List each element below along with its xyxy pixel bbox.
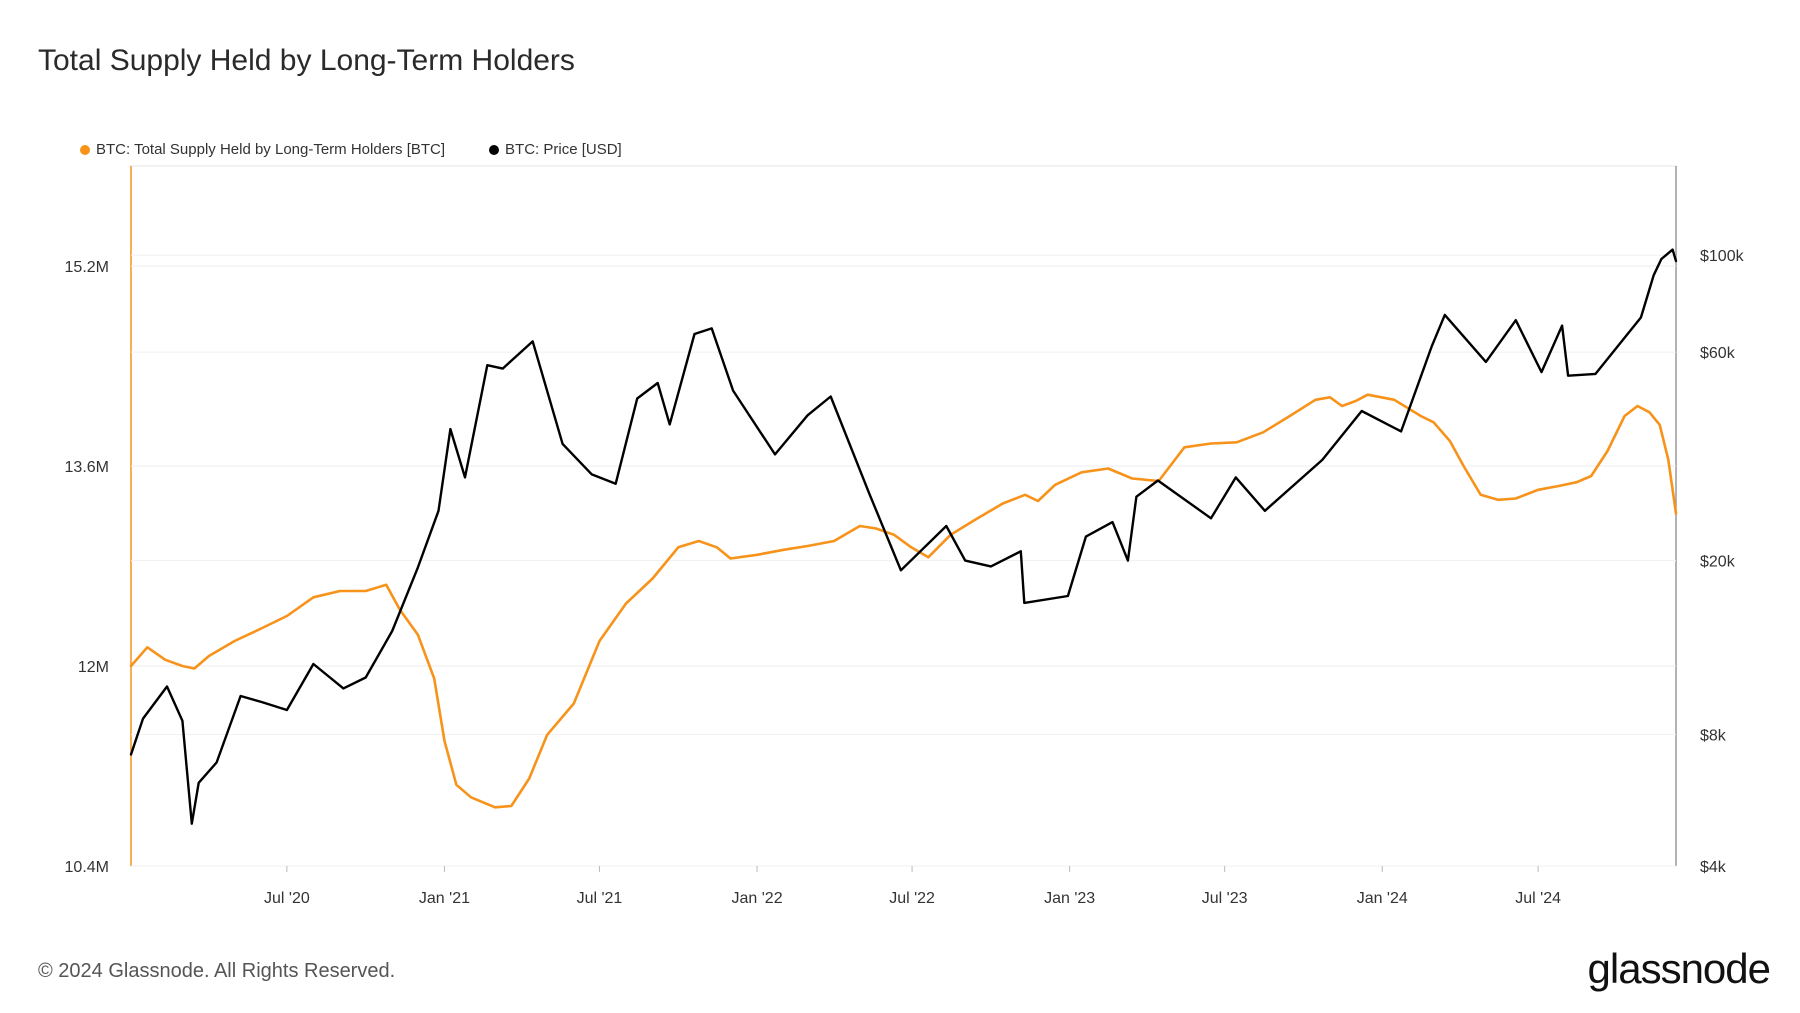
- x-tick-label: Jul '21: [577, 890, 623, 907]
- plot-frame: [130, 165, 1677, 867]
- x-tick-label: Jan '24: [1357, 890, 1408, 907]
- x-tick-label: Jan '21: [419, 890, 470, 907]
- x-tick-label: Jul '22: [889, 890, 935, 907]
- y-left-tick-label: 15.2M: [65, 259, 109, 276]
- series-line-lth-supply: [129, 393, 1678, 809]
- y-right-tick-label: $20k: [1700, 554, 1736, 571]
- x-tick-label: Jan '22: [732, 890, 783, 907]
- y-left-tick-label: 12M: [78, 659, 109, 676]
- copyright-text: © 2024 Glassnode. All Rights Reserved.: [38, 960, 396, 982]
- y-right-tick-label: $4k: [1700, 859, 1727, 876]
- legend-dot-orange-icon: [80, 144, 90, 155]
- legend-item-lth-supply[interactable]: BTC: Total Supply Held by Long-Term Hold…: [80, 141, 445, 158]
- x-tick-label: Jan '23: [1044, 890, 1095, 907]
- x-tick-label: Jul '23: [1202, 890, 1248, 907]
- x-tick-label: Jul '24: [1515, 890, 1561, 907]
- y-left-tick-label: 13.6M: [65, 459, 109, 476]
- x-tick-label: Jul '20: [264, 890, 310, 907]
- y-right-tick-label: $8k: [1700, 727, 1727, 744]
- legend-label-lth-supply: BTC: Total Supply Held by Long-Term Hold…: [96, 141, 446, 158]
- series-line-price: [129, 248, 1678, 825]
- y-right-tick-label: $60k: [1700, 345, 1736, 362]
- legend-item-price[interactable]: BTC: Price [USD]: [489, 141, 622, 158]
- y-left-tick-label: 10.4M: [65, 859, 109, 876]
- chart-title: Total Supply Held by Long-Term Holders: [38, 44, 575, 77]
- glassnode-logo: glassnode: [1587, 945, 1771, 992]
- legend: BTC: Total Supply Held by Long-Term Hold…: [80, 141, 622, 158]
- y-right-tick-label: $100k: [1700, 248, 1745, 265]
- legend-label-price: BTC: Price [USD]: [505, 141, 622, 158]
- legend-dot-black-icon: [489, 144, 500, 155]
